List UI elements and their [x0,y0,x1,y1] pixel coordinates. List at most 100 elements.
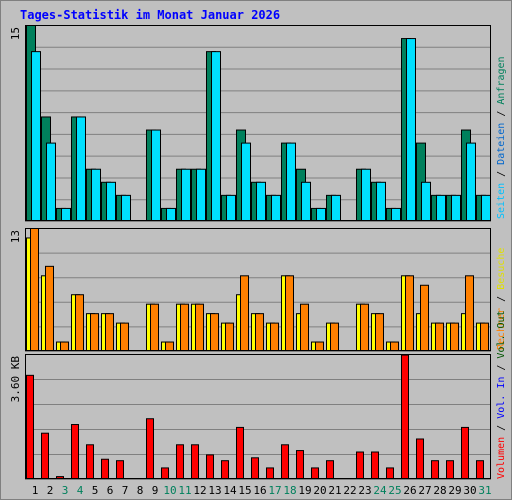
bar-volumen-day-4 [71,424,79,480]
bar-volumen-day-20 [311,467,319,480]
bar-rechner-day-26 [405,275,414,351]
x-tick-label: 5 [92,484,99,497]
bar-volumen-day-24 [371,451,379,479]
bar-rechner-day-10 [165,341,174,351]
bar-rechner-day-5 [90,313,99,351]
bar-seiten-day-26 [406,38,416,221]
bar-seiten-day-9 [151,129,161,222]
x-tick-label: 27 [418,484,431,497]
legend-item: Vol. Out [496,310,507,358]
bar-volumen-day-31 [476,460,484,480]
bar-volumen-day-26 [401,354,409,479]
bar-rechner-day-24 [375,313,384,351]
bar-volumen-day-2 [41,432,49,479]
bar-seiten-day-5 [91,168,101,222]
bar-volumen-day-6 [101,458,109,479]
x-tick-label: 9 [152,484,159,497]
bar-seiten-day-11 [181,168,191,222]
x-tick-label: 12 [193,484,206,497]
bar-rechner-day-25 [390,341,399,351]
legend-item: Rechner [496,308,507,350]
bar-volumen-day-25 [386,467,394,480]
bar-rechner-day-18 [285,275,294,351]
y-max-label: 15 [9,27,22,40]
legend-item: Seiten [496,183,507,219]
bar-seiten-day-28 [436,194,446,222]
x-tick-label: 30 [463,484,476,497]
bar-rechner-day-14 [225,322,234,352]
bar-seiten-day-27 [421,181,431,222]
bar-seiten-day-12 [196,168,206,222]
bar-rechner-day-7 [120,322,129,352]
x-tick-label: 3 [62,484,69,497]
bar-seiten-day-25 [391,207,401,222]
bar-rechner-day-2 [45,265,54,352]
x-tick-label: 11 [178,484,191,497]
x-tick-label: 6 [107,484,114,497]
bar-volumen-day-13 [206,454,214,479]
bar-volumen-day-11 [176,444,184,479]
bar-seiten-day-6 [106,181,116,222]
bar-rechner-day-23 [360,303,369,352]
bar-seiten-day-2 [46,142,56,222]
bar-rechner-day-17 [270,322,279,352]
x-tick-label: 21 [328,484,341,497]
bar-volumen-day-5 [86,444,94,479]
x-tick-label: 22 [343,484,356,497]
bar-rechner-day-21 [330,322,339,352]
bar-volumen-day-30 [461,426,469,479]
x-tick-label: 28 [433,484,446,497]
bar-seiten-day-20 [316,207,326,222]
bar-rechner-day-19 [300,303,309,352]
bar-seiten-day-7 [121,194,131,222]
bar-volumen-day-27 [416,438,424,480]
x-tick-label: 14 [223,484,237,497]
legend-item: Volumen [496,437,507,479]
bar-seiten-day-29 [451,194,461,222]
bar-rechner-day-28 [435,322,444,352]
bar-rechner-day-29 [450,322,459,352]
x-tick-label: 1 [32,484,39,497]
x-tick-label: 29 [448,484,461,497]
bar-seiten-day-23 [361,168,371,222]
panel-volume: 3.60 KB [9,354,491,480]
bar-rechner-day-6 [105,313,114,351]
bar-seiten-day-3 [61,207,71,222]
legend-item: Besuche [496,248,507,290]
x-tick-label: 23 [358,484,371,497]
bar-volumen-day-12 [191,444,199,479]
bar-volumen-day-10 [161,467,169,480]
x-tick-label: 15 [238,484,251,497]
bar-rechner-day-27 [420,284,429,351]
bar-seiten-day-16 [256,181,266,222]
legend-item: Anfragen [496,56,507,104]
bar-volumen-day-17 [266,467,274,480]
bar-volumen-day-16 [251,457,259,480]
x-tick-label: 16 [253,484,266,497]
page-title: Tages-Statistik im Monat Januar 2026 [20,8,281,22]
bar-seiten-day-24 [376,181,386,222]
bar-seiten-day-4 [76,116,86,221]
bar-seiten-day-1 [31,51,41,222]
bar-seiten-day-31 [481,194,491,222]
x-tick-label: 19 [298,484,311,497]
bar-rechner-day-4 [75,294,84,352]
x-tick-label: 4 [77,484,84,497]
x-tick-label: 17 [268,484,281,497]
bar-seiten-day-17 [271,194,281,222]
bar-seiten-day-10 [166,207,176,222]
bar-volumen-day-23 [356,451,364,479]
bar-seiten-day-19 [301,181,311,222]
bar-rechner-day-3 [60,341,69,351]
bar-seiten-day-30 [466,142,476,222]
legend-requests: Seiten / Dateien / Anfragen [496,56,507,219]
bar-rechner-day-16 [255,313,264,351]
bar-volumen-day-1 [26,374,34,480]
bar-rechner-day-20 [315,341,324,351]
y-max-label: 3.60 KB [9,356,22,403]
x-tick-label: 2 [47,484,54,497]
bar-rechner-day-11 [180,303,189,352]
bar-volumen-day-21 [326,460,334,480]
